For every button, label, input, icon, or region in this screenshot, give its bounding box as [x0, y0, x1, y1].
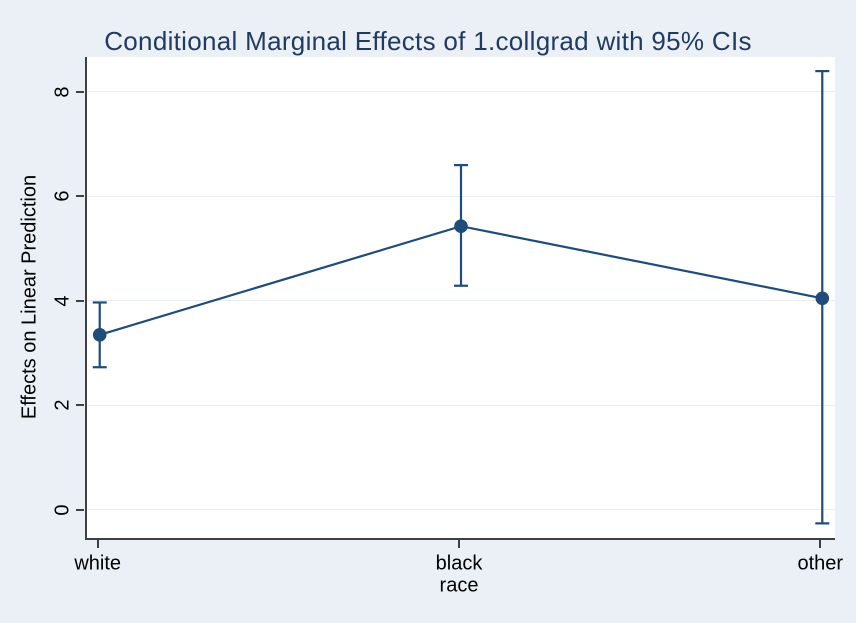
- y-tick-label: 2: [51, 399, 74, 411]
- y-axis-title: Effects on Linear Prediction: [18, 174, 41, 420]
- y-tick-label: 0: [51, 504, 74, 516]
- y-tick-mark: [76, 299, 84, 302]
- x-tick-mark: [96, 540, 99, 548]
- y-gridline: [87, 91, 835, 93]
- y-tick-mark: [76, 404, 84, 407]
- y-tick-mark: [76, 90, 84, 93]
- plot-svg: [92, 70, 830, 525]
- x-tick-label: black: [435, 552, 483, 575]
- y-gridline: [87, 300, 835, 302]
- y-tick-label: 6: [51, 190, 74, 202]
- chart-title: Conditional Marginal Effects of 1.collgr…: [104, 26, 752, 56]
- x-tick-mark: [819, 540, 822, 548]
- y-gridline: [87, 509, 835, 511]
- x-tick-label: white: [74, 552, 122, 575]
- y-gridline: [87, 404, 835, 406]
- x-tick-label: other: [797, 552, 844, 575]
- x-tick-mark: [458, 540, 460, 548]
- y-tick-mark: [76, 195, 84, 198]
- y-tick-label: 4: [51, 295, 74, 307]
- y-tick-label: 8: [51, 86, 74, 98]
- x-axis-title: race: [439, 574, 479, 597]
- y-tick-mark: [76, 508, 84, 511]
- data-point-marker: [815, 291, 830, 306]
- data-point-marker: [454, 219, 468, 234]
- data-point-marker: [92, 328, 107, 342]
- plot-area: [85, 57, 835, 540]
